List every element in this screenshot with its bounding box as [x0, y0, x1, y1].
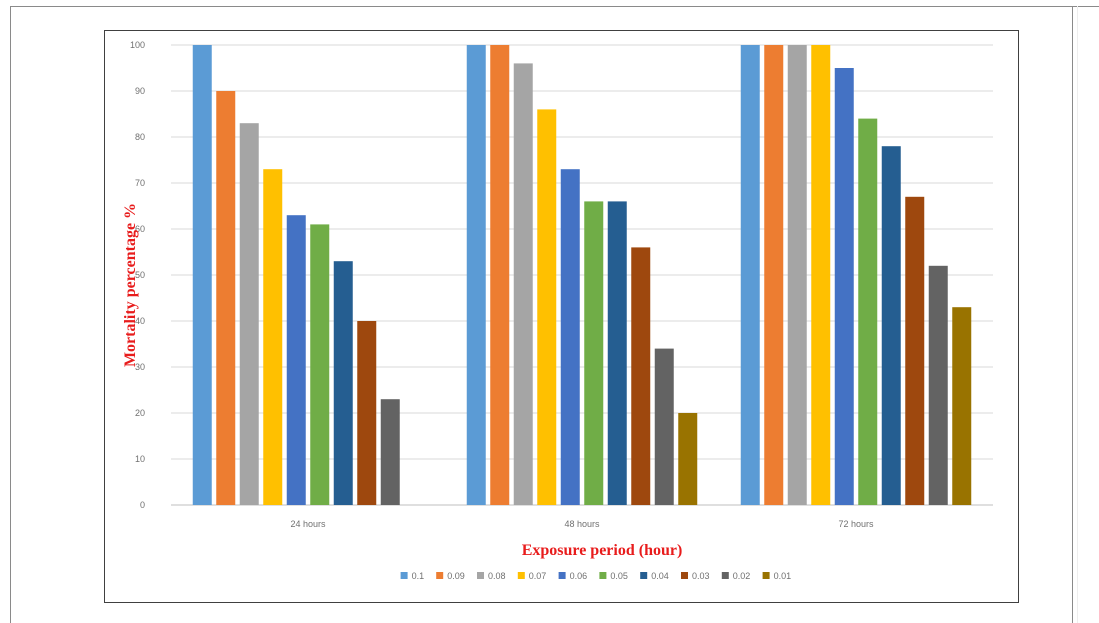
page-rule	[1072, 6, 1099, 7]
y-tick-label: 80	[135, 132, 145, 142]
y-tick-label: 70	[135, 178, 145, 188]
page-frame	[10, 6, 1073, 623]
bar	[952, 307, 972, 505]
legend: 0.1 0.09 0.08 0.07 0.06 0.05 0.04 0.03 0.02 0.01	[400, 571, 792, 581]
y-tick-label: 0	[140, 500, 145, 510]
side-margin	[1077, 6, 1078, 623]
gridlines	[171, 44, 993, 506]
bar	[239, 123, 259, 505]
bar	[631, 247, 651, 505]
chart-frame: 0 10 20 30 40 50 60 70 80 90 100 24 hours 48 hours 7…	[104, 30, 1019, 603]
legend-label: 0.09	[447, 571, 465, 581]
bar	[466, 45, 486, 505]
legend-swatch	[599, 572, 607, 579]
x-tick-label: 72 hours	[838, 519, 874, 529]
bar	[333, 261, 353, 505]
bar	[286, 215, 306, 505]
bar	[192, 45, 212, 505]
legend-swatch	[436, 572, 444, 579]
x-axis-ticks: 24 hours 48 hours 72 hours	[290, 519, 874, 529]
y-tick-label: 100	[130, 40, 145, 50]
bar	[905, 196, 925, 506]
bar	[513, 63, 533, 506]
y-tick-label: 60	[135, 224, 145, 234]
bar	[357, 321, 377, 505]
bar	[881, 146, 901, 505]
legend-label: 0.02	[733, 571, 751, 581]
bar	[764, 45, 784, 505]
bar	[380, 399, 400, 505]
bar	[834, 68, 854, 505]
y-tick-label: 90	[135, 86, 145, 96]
bar	[263, 169, 283, 505]
legend-swatch	[762, 572, 770, 579]
legend-label: 0.1	[412, 571, 425, 581]
x-tick-label: 48 hours	[564, 519, 600, 529]
legend-swatch	[640, 572, 648, 579]
bar	[216, 91, 236, 505]
bar	[858, 118, 878, 505]
bar	[310, 224, 330, 505]
legend-swatch	[477, 572, 484, 579]
bar	[560, 169, 580, 505]
y-tick-label: 30	[135, 362, 145, 372]
legend-label: 0.04	[651, 571, 669, 581]
legend-label: 0.08	[488, 571, 506, 581]
bar	[787, 45, 807, 505]
y-tick-label: 40	[135, 316, 145, 326]
bar	[678, 413, 698, 505]
bar	[607, 201, 627, 505]
bar	[584, 201, 604, 505]
legend-label: 0.07	[529, 571, 547, 581]
bars	[192, 45, 972, 506]
bar	[928, 265, 948, 505]
y-tick-label: 20	[135, 408, 145, 418]
legend-label: 0.05	[610, 571, 628, 581]
y-tick-label: 10	[135, 454, 145, 464]
bar	[490, 45, 510, 505]
bar	[811, 45, 831, 505]
x-tick-label: 24 hours	[290, 519, 326, 529]
x-axis-title: Exposure period (hour)	[522, 542, 683, 559]
y-axis-ticks: 0 10 20 30 40 50 60 70 80 90 100	[130, 40, 145, 510]
bar-chart: 0 10 20 30 40 50 60 70 80 90 100 24 hours 48 hours 7…	[122, 40, 993, 581]
legend-swatch	[400, 572, 408, 579]
bar	[654, 348, 674, 505]
bar	[537, 109, 557, 506]
legend-swatch	[517, 572, 525, 579]
legend-label: 0.03	[692, 571, 710, 581]
legend-swatch	[721, 572, 729, 579]
y-axis-title: Mortality percentage %	[122, 203, 139, 367]
y-tick-label: 50	[135, 270, 145, 280]
legend-label: 0.06	[570, 571, 588, 581]
bar	[740, 45, 760, 505]
legend-swatch	[681, 572, 688, 579]
legend-label: 0.01	[774, 571, 792, 581]
legend-swatch	[558, 572, 566, 579]
